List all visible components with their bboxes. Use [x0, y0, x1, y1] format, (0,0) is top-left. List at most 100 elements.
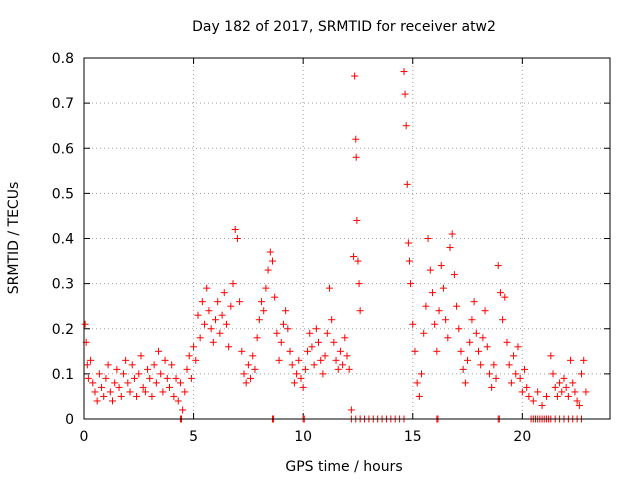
- data-point-marker: [236, 298, 244, 306]
- data-point-marker: [98, 383, 106, 391]
- grid-lines: [84, 58, 610, 419]
- data-point-marker: [582, 388, 590, 396]
- data-point-marker: [352, 135, 360, 143]
- data-point-marker: [152, 379, 160, 387]
- data-point-marker: [405, 257, 413, 265]
- data-point-marker: [503, 338, 511, 346]
- data-point-marker: [194, 311, 202, 319]
- data-point-marker: [420, 329, 428, 337]
- data-point-marker: [501, 293, 509, 301]
- data-point-marker: [91, 388, 99, 396]
- data-point-marker: [485, 370, 493, 378]
- data-point-marker: [488, 383, 496, 391]
- data-point-marker: [578, 370, 586, 378]
- data-point-marker: [547, 352, 555, 360]
- y-tick-label: 0.4: [52, 232, 74, 248]
- data-point-marker: [573, 397, 581, 405]
- x-tick-label: 10: [294, 429, 312, 445]
- data-point-marker: [422, 302, 430, 310]
- y-axis-label: SRMTID / TECUs: [6, 182, 22, 295]
- data-point-marker: [475, 347, 482, 355]
- data-point-marker: [418, 370, 426, 378]
- data-point-marker: [238, 347, 246, 355]
- data-point-marker: [205, 307, 213, 315]
- data-point-marker: [185, 352, 193, 360]
- data-point-marker: [146, 374, 154, 382]
- data-point-marker: [567, 356, 575, 364]
- data-point-marker: [310, 361, 318, 369]
- data-point-marker: [216, 329, 224, 337]
- data-point-marker: [562, 383, 570, 391]
- data-point-marker: [470, 298, 478, 306]
- data-point-marker: [499, 316, 507, 324]
- data-point-marker: [317, 356, 325, 364]
- data-point-marker: [115, 383, 123, 391]
- data-point-marker: [111, 379, 119, 387]
- data-point-marker: [403, 180, 411, 188]
- x-tick-label: 0: [80, 429, 89, 445]
- data-point-marker: [100, 392, 108, 400]
- data-point-marker: [569, 379, 577, 387]
- data-point-marker: [144, 365, 152, 373]
- data-point-marker: [580, 356, 588, 364]
- data-point-marker: [415, 392, 423, 400]
- data-point-marker: [187, 374, 195, 382]
- data-point-marker: [356, 307, 364, 315]
- data-point-marker: [290, 379, 298, 387]
- data-point-marker: [168, 361, 176, 369]
- data-point-marker: [529, 397, 537, 405]
- data-point-marker: [128, 361, 136, 369]
- data-point-marker: [453, 302, 461, 310]
- data-point-marker: [108, 397, 116, 405]
- data-point-marker: [306, 329, 314, 337]
- data-point-marker: [159, 388, 167, 396]
- data-point-marker: [411, 347, 419, 355]
- data-point-marker: [273, 329, 281, 337]
- data-point-marker: [179, 406, 187, 414]
- data-point-marker: [507, 379, 515, 387]
- x-tick-label: 20: [513, 429, 531, 445]
- data-point-marker: [133, 392, 141, 400]
- chart-title: Day 182 of 2017, SRMTID for receiver atw…: [192, 19, 496, 35]
- data-point-marker: [84, 374, 92, 382]
- data-point-marker: [275, 356, 283, 364]
- data-point-marker: [293, 370, 301, 378]
- data-point-marker: [435, 307, 443, 315]
- data-point-marker: [174, 397, 182, 405]
- data-point-marker: [150, 361, 158, 369]
- data-point-marker: [494, 262, 502, 270]
- data-point-marker: [341, 334, 349, 342]
- data-point-marker: [135, 370, 143, 378]
- data-point-marker: [155, 347, 163, 355]
- data-point-marker: [538, 401, 546, 409]
- data-point-marker: [343, 352, 351, 360]
- data-point-marker: [542, 392, 550, 400]
- data-point-marker: [203, 284, 211, 292]
- data-point-marker: [464, 356, 472, 364]
- data-point-marker: [117, 392, 125, 400]
- data-point-marker: [81, 320, 89, 328]
- x-tick-label: 5: [189, 429, 198, 445]
- data-point-marker: [229, 280, 237, 288]
- data-point-marker: [352, 153, 360, 161]
- data-point-marker: [433, 347, 441, 355]
- data-point-marker: [233, 235, 241, 242]
- data-points: [81, 68, 590, 423]
- data-point-marker: [264, 266, 272, 274]
- data-point-marker: [299, 383, 307, 391]
- y-axis-ticks: 0 0.1 0.2 0.3 0.4 0.5 0.6 0.7 0.8: [52, 51, 610, 428]
- data-point-marker: [442, 316, 450, 324]
- data-point-marker: [181, 388, 189, 396]
- data-point-marker: [466, 338, 474, 346]
- x-axis-label: GPS time / hours: [285, 459, 402, 475]
- data-point-marker: [218, 311, 226, 319]
- data-point-marker: [431, 320, 439, 328]
- data-point-marker: [575, 401, 583, 409]
- data-point-marker: [321, 352, 329, 360]
- data-point-marker: [496, 289, 504, 297]
- data-point-marker: [286, 347, 294, 355]
- data-point-marker: [450, 271, 458, 279]
- data-point-marker: [448, 230, 456, 238]
- data-point-marker: [525, 392, 533, 400]
